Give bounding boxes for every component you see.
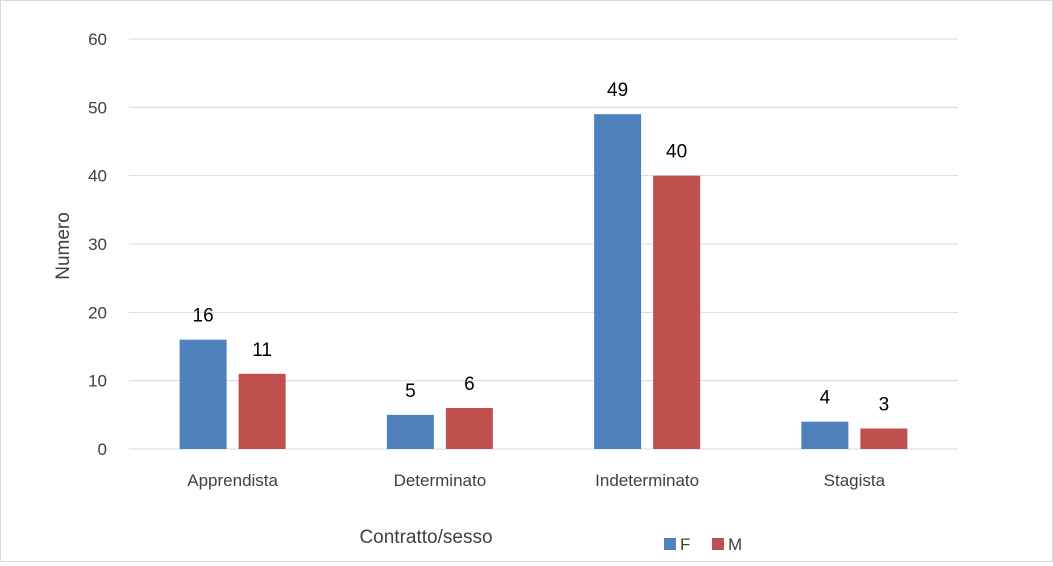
legend-item-F: F xyxy=(664,535,690,554)
bar-M-Apprendista xyxy=(238,373,286,449)
x-tick-label: Determinato xyxy=(394,471,487,490)
x-axis-label: Contratto/sesso xyxy=(359,527,492,548)
bar-F-Stagista xyxy=(801,421,849,449)
bar-F-Indeterminato xyxy=(594,114,642,450)
y-axis-ticks: 0 10 20 30 40 50 60 xyxy=(88,30,107,459)
bar-M-Indeterminato xyxy=(653,175,701,449)
x-tick-label: Stagista xyxy=(824,471,886,490)
x-tick-label: Indeterminato xyxy=(595,471,699,490)
legend-swatch xyxy=(712,538,724,550)
bar-M-Determinato xyxy=(445,408,493,449)
y-tick-label: 0 xyxy=(98,440,107,459)
bar-F-Determinato xyxy=(386,414,434,449)
data-label: 3 xyxy=(879,395,890,416)
y-tick-label: 30 xyxy=(88,235,107,254)
data-label: 49 xyxy=(607,80,628,101)
y-axis-label: Numero xyxy=(53,212,74,280)
bar-M-Stagista xyxy=(860,428,908,449)
legend-label: F xyxy=(680,535,690,554)
legend-item-M: M xyxy=(712,535,742,554)
bars: 16 11 5 6 49 40 4 3 xyxy=(179,80,908,450)
data-label: 40 xyxy=(666,142,687,163)
x-tick-label: Apprendista xyxy=(187,471,278,490)
y-tick-label: 20 xyxy=(88,303,107,322)
y-tick-label: 50 xyxy=(88,98,107,117)
data-label: 11 xyxy=(252,340,272,361)
legend-label: M xyxy=(728,535,742,554)
data-label: 6 xyxy=(464,374,475,395)
y-tick-label: 40 xyxy=(88,167,107,186)
data-label: 5 xyxy=(405,381,416,402)
y-tick-label: 10 xyxy=(88,372,107,391)
x-axis-ticks: Apprendista Determinato Indeterminato Stagi… xyxy=(187,471,885,490)
data-label: 16 xyxy=(193,306,214,327)
bar-F-Apprendista xyxy=(179,339,227,449)
legend-swatch xyxy=(664,538,676,550)
data-label: 4 xyxy=(820,388,831,409)
y-tick-label: 60 xyxy=(88,30,107,49)
